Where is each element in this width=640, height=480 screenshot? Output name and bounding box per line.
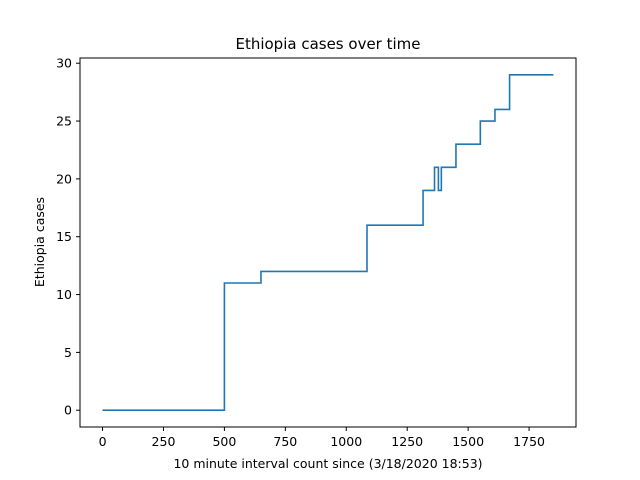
y-tick-label: 25 [56,114,72,129]
y-tick-label: 0 [64,403,72,418]
y-axis-ticks: 0 5 10 15 20 25 30 [56,56,80,418]
x-tick-label: 750 [273,434,297,449]
y-axis-label: Ethiopia cases [32,197,47,287]
y-tick-label: 30 [56,56,72,71]
x-tick-label: 500 [212,434,236,449]
x-tick-label: 0 [99,434,107,449]
x-tick-label: 1750 [513,434,545,449]
x-tick-label: 250 [152,434,176,449]
x-axis-label: 10 minute interval count since (3/18/202… [173,456,482,471]
axes-frame [79,57,577,428]
y-tick-label: 5 [64,345,72,360]
x-tick-label: 1000 [330,434,362,449]
chart-title: Ethiopia cases over time [235,35,420,53]
series-line [102,73,554,412]
y-tick-label: 15 [56,229,72,244]
plot-area [102,73,554,412]
y-tick-label: 20 [56,171,72,186]
x-tick-label: 1250 [391,434,423,449]
y-tick-label: 10 [56,287,72,302]
x-axis-ticks: 0 250 500 750 1000 1250 1500 1750 [99,427,545,449]
x-tick-label: 1500 [452,434,484,449]
